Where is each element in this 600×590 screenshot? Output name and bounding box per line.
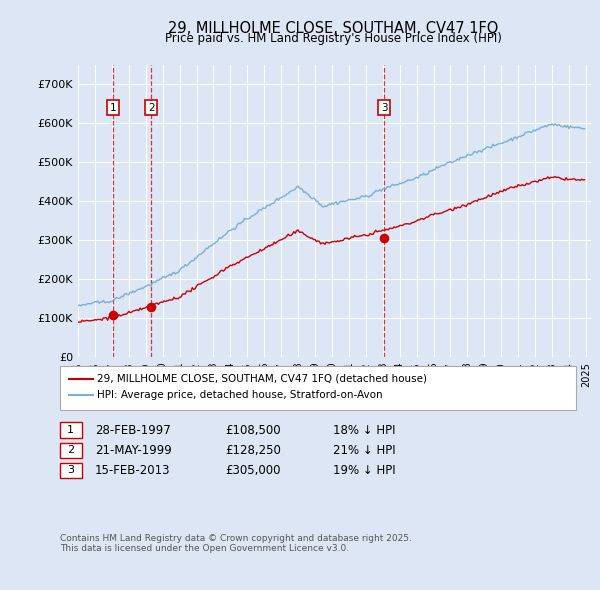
Text: 3: 3 — [67, 466, 74, 475]
Text: 28-FEB-1997: 28-FEB-1997 — [95, 424, 170, 437]
Text: £305,000: £305,000 — [225, 464, 281, 477]
Text: 19% ↓ HPI: 19% ↓ HPI — [333, 464, 395, 477]
Text: 21% ↓ HPI: 21% ↓ HPI — [333, 444, 395, 457]
Text: 3: 3 — [381, 103, 388, 113]
Text: 29, MILLHOLME CLOSE, SOUTHAM, CV47 1FQ: 29, MILLHOLME CLOSE, SOUTHAM, CV47 1FQ — [168, 21, 498, 35]
Point — [379, 234, 389, 243]
Text: £108,500: £108,500 — [225, 424, 281, 437]
Text: 15-FEB-2013: 15-FEB-2013 — [95, 464, 170, 477]
Text: 21-MAY-1999: 21-MAY-1999 — [95, 444, 172, 457]
Text: 1: 1 — [67, 425, 74, 435]
Text: HPI: Average price, detached house, Stratford-on-Avon: HPI: Average price, detached house, Stra… — [97, 391, 383, 400]
Text: 18% ↓ HPI: 18% ↓ HPI — [333, 424, 395, 437]
Point — [109, 310, 118, 319]
Text: 1: 1 — [110, 103, 116, 113]
Point — [146, 302, 156, 312]
Text: 2: 2 — [67, 445, 74, 455]
Text: Price paid vs. HM Land Registry's House Price Index (HPI): Price paid vs. HM Land Registry's House … — [164, 32, 502, 45]
Text: Contains HM Land Registry data © Crown copyright and database right 2025.
This d: Contains HM Land Registry data © Crown c… — [60, 534, 412, 553]
Text: 2: 2 — [148, 103, 155, 113]
Text: £128,250: £128,250 — [225, 444, 281, 457]
Text: 29, MILLHOLME CLOSE, SOUTHAM, CV47 1FQ (detached house): 29, MILLHOLME CLOSE, SOUTHAM, CV47 1FQ (… — [97, 374, 427, 384]
